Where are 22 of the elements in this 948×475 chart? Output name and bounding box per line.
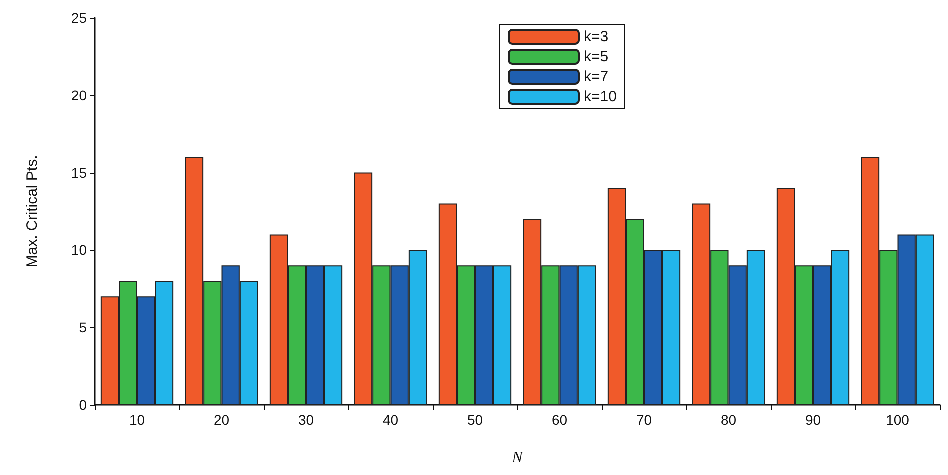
y-tick-label: 25 — [71, 10, 88, 26]
legend-label: k=10 — [584, 88, 617, 106]
x-tick-label: 40 — [382, 412, 399, 428]
legend-label: k=7 — [584, 68, 609, 86]
y-tick-label: 0 — [79, 397, 88, 413]
x-tick-label: 50 — [467, 412, 484, 428]
legend-label: k=5 — [584, 48, 609, 66]
x-tick-label: 70 — [636, 412, 652, 428]
x-tick-label: 20 — [214, 412, 230, 428]
x-tick-label: 90 — [805, 412, 822, 428]
legend-label: k=3 — [584, 28, 609, 46]
x-tick-label: 60 — [552, 412, 568, 428]
y-tick-label: 5 — [79, 320, 88, 336]
x-tick-label: 30 — [298, 412, 314, 428]
x-tick-label: 10 — [129, 412, 146, 428]
y-axis-title: Max. Critical Pts. — [24, 155, 41, 268]
y-tick-label: 20 — [71, 87, 88, 104]
y-tick-label: 15 — [71, 164, 88, 181]
x-tick-label: 100 — [886, 412, 910, 428]
x-tick-label: 80 — [720, 412, 737, 428]
x-axis-title: N — [511, 450, 524, 466]
y-tick-label: 10 — [71, 242, 88, 258]
